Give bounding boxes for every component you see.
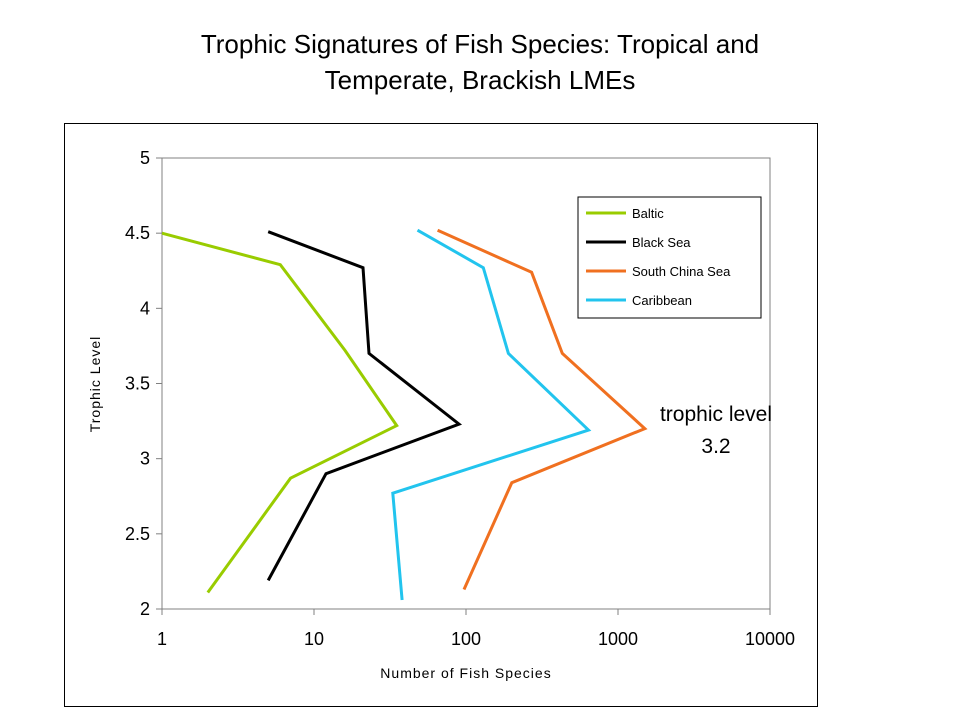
series-line-black-sea bbox=[266, 230, 463, 582]
legend-label: Baltic bbox=[632, 206, 664, 221]
annotation-line-1: trophic level bbox=[660, 403, 772, 426]
chart-title-line-2: Temperate, Brackish LMEs bbox=[324, 65, 636, 95]
legend-label: Caribbean bbox=[632, 293, 692, 308]
series-line-south-china-sea bbox=[436, 228, 648, 591]
annotation: trophic level 3.2 bbox=[660, 403, 772, 458]
series-line-caribbean bbox=[391, 228, 592, 601]
legend-label: South China Sea bbox=[632, 264, 731, 279]
x-tick-label: 10000 bbox=[745, 629, 795, 649]
chart-frame bbox=[64, 123, 818, 707]
series-layer bbox=[161, 228, 648, 601]
x-tick-label: 100 bbox=[451, 629, 481, 649]
x-tick-label: 10 bbox=[304, 629, 324, 649]
y-tick-label: 3 bbox=[140, 449, 150, 469]
x-tick-label: 1000 bbox=[598, 629, 638, 649]
y-tick-label: 5 bbox=[140, 148, 150, 168]
series-line-baltic bbox=[161, 231, 399, 594]
y-tick-label: 2 bbox=[140, 599, 150, 619]
y-tick-label: 3.5 bbox=[125, 374, 150, 394]
x-axis: 1 10 100 1000 10000 bbox=[157, 609, 795, 649]
legend: Baltic Black Sea South China Sea Caribbean bbox=[577, 196, 762, 319]
legend-box bbox=[577, 196, 762, 319]
chart-title-line-1: Trophic Signatures of Fish Species: Trop… bbox=[200, 29, 760, 59]
x-axis-label: Number of Fish Species bbox=[380, 665, 551, 681]
annotation-line-2: 3.2 bbox=[701, 435, 730, 458]
y-axis-label: Trophic Level bbox=[87, 336, 103, 433]
y-tick-label: 4.5 bbox=[125, 223, 150, 243]
y-tick-label: 2.5 bbox=[125, 524, 150, 544]
x-tick-label: 1 bbox=[157, 629, 167, 649]
chart-title: Trophic Signatures of Fish Species: Trop… bbox=[80, 26, 880, 98]
y-tick-label: 4 bbox=[140, 298, 150, 318]
legend-label: Black Sea bbox=[632, 235, 691, 250]
y-axis: 2 2.5 3 3.5 4 4.5 5 bbox=[125, 148, 162, 619]
